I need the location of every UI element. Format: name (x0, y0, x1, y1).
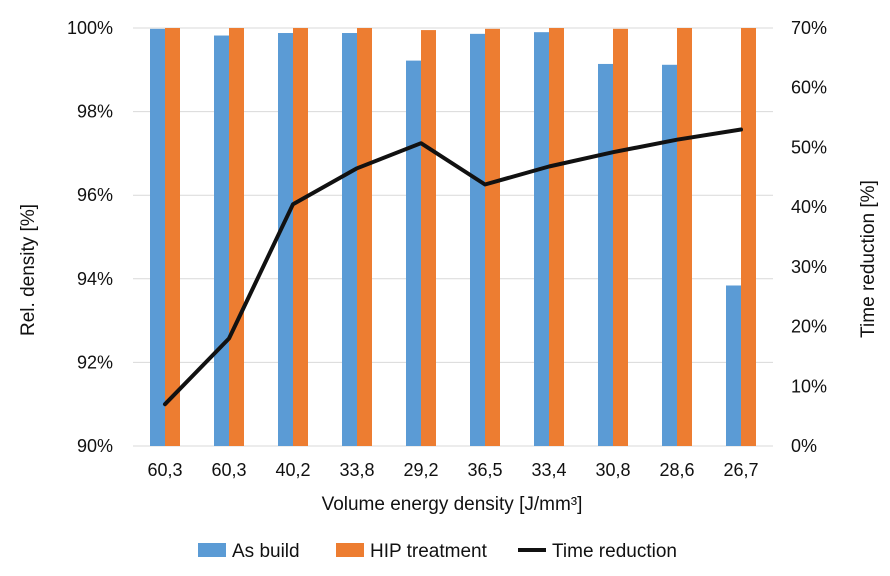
bar-hip-treatment (421, 30, 436, 447)
x-tick-label: 33,8 (339, 460, 374, 480)
bar-hip-treatment (613, 28, 628, 447)
y-tick-label: 98% (77, 102, 113, 122)
x-tick-label: 26,7 (723, 460, 758, 480)
bar-as-build (214, 35, 229, 447)
y-tick-label: 96% (77, 185, 113, 205)
left-axis-ticks: 90% 92% 94% 96% 98% 100% (67, 18, 113, 456)
x-axis-ticks: 60,3 60,3 40,2 33,8 29,2 36,5 33,4 30,8 28,6 26,7 (147, 460, 758, 480)
bar-as-build (406, 60, 421, 446)
bar-hip-treatment (741, 28, 756, 446)
bar-as-build (150, 28, 165, 447)
bar-hip-treatment (549, 28, 564, 446)
bar-as-build (534, 32, 549, 447)
bar-as-build (342, 33, 357, 447)
y2-tick-label: 40% (791, 197, 827, 217)
bar-hip-treatment (293, 28, 308, 446)
legend-label: As build (232, 541, 300, 562)
legend-swatch (198, 543, 226, 557)
bar-as-build (662, 64, 677, 446)
x-tick-label: 60,3 (211, 460, 246, 480)
bar-as-build (726, 285, 741, 446)
bar-hip-treatment (485, 28, 500, 447)
x-tick-label: 28,6 (659, 460, 694, 480)
y-tick-label: 92% (77, 352, 113, 372)
y2-tick-label: 10% (791, 376, 827, 396)
line-series (163, 127, 743, 407)
bar-as-build (278, 33, 293, 447)
x-tick-label: 29,2 (403, 460, 438, 480)
y2-tick-label: 50% (791, 137, 827, 157)
y2-tick-label: 60% (791, 78, 827, 98)
bar-as-build (598, 63, 613, 446)
bar-hip-treatment (229, 28, 244, 446)
y-axis-title: Rel. density [%] (18, 204, 39, 336)
bar-hip-treatment (357, 28, 372, 446)
bar-hip-treatment (677, 28, 692, 446)
y2-tick-label: 30% (791, 257, 827, 277)
y-tick-label: 94% (77, 269, 113, 289)
x-tick-label: 30,8 (595, 460, 630, 480)
legend: As build HIP treatment Time reduction (198, 541, 677, 562)
bar-as-build (470, 33, 485, 447)
x-tick-label: 33,4 (531, 460, 566, 480)
y-tick-label: 90% (77, 436, 113, 456)
legend-swatch (336, 543, 364, 557)
legend-label: HIP treatment (370, 541, 488, 562)
bars (150, 28, 756, 447)
y-tick-label: 100% (67, 18, 113, 38)
y2-tick-label: 20% (791, 317, 827, 337)
x-tick-label: 60,3 (147, 460, 182, 480)
right-axis-ticks: 0% 10% 20% 30% 40% 50% 60% 70% (791, 18, 827, 456)
y2-tick-label: 70% (791, 18, 827, 38)
line-time-reduction (163, 127, 743, 407)
y2-axis-title: Time reduction [%] (858, 180, 879, 338)
x-tick-label: 36,5 (467, 460, 502, 480)
bar-hip-treatment (165, 28, 180, 446)
x-axis-title: Volume energy density [J/mm³] (322, 494, 583, 515)
x-tick-label: 40,2 (275, 460, 310, 480)
y2-tick-label: 0% (791, 436, 817, 456)
legend-label: Time reduction (552, 541, 677, 562)
